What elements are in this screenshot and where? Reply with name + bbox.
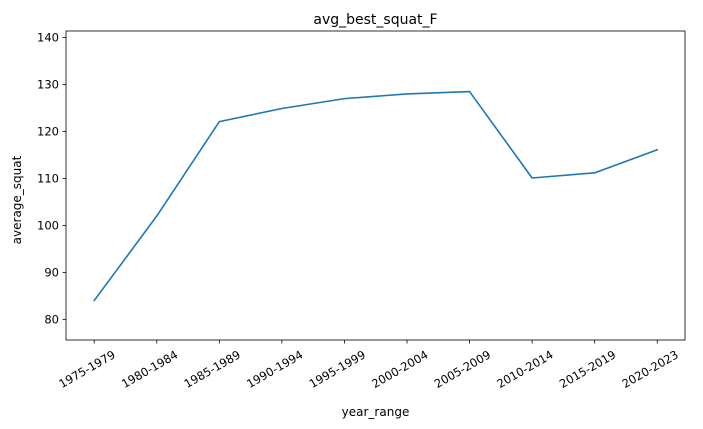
- x-tick-label: 1995-1999: [307, 347, 368, 390]
- x-tick-label: 1990-1994: [244, 347, 305, 390]
- y-tick-label: 90: [44, 265, 59, 279]
- plot-area-frame: [65, 30, 686, 341]
- x-axis: 1975-1979 1980-1984 1985-1989 1990-1994 1995…: [56, 340, 681, 391]
- y-tick-label: 80: [44, 312, 59, 326]
- x-tick-label: 2000-2004: [369, 347, 430, 390]
- y-axis: 80 90 100 110 120 130 140: [37, 31, 66, 326]
- y-tick-label: 100: [37, 218, 59, 232]
- y-tick-label: 110: [37, 171, 59, 185]
- y-axis-label: average_squat: [10, 155, 24, 244]
- chart-title: avg_best_squat_F: [313, 12, 437, 28]
- series-line-average-squat: [93, 90, 659, 302]
- x-tick-label: 2010-2014: [494, 347, 555, 390]
- x-axis-label: year_range: [342, 405, 410, 419]
- y-tick-label: 120: [37, 124, 59, 138]
- x-tick-label: 2015-2019: [557, 347, 618, 390]
- x-tick-label: 1985-1989: [182, 347, 243, 390]
- x-tick-label: 1975-1979: [56, 347, 117, 390]
- x-tick-label: 2020-2023: [619, 347, 680, 390]
- y-tick-label: 140: [37, 31, 59, 45]
- x-tick-label: 1980-1984: [119, 347, 180, 390]
- x-tick-label: 2005-2009: [432, 347, 493, 390]
- y-tick-label: 130: [37, 78, 59, 92]
